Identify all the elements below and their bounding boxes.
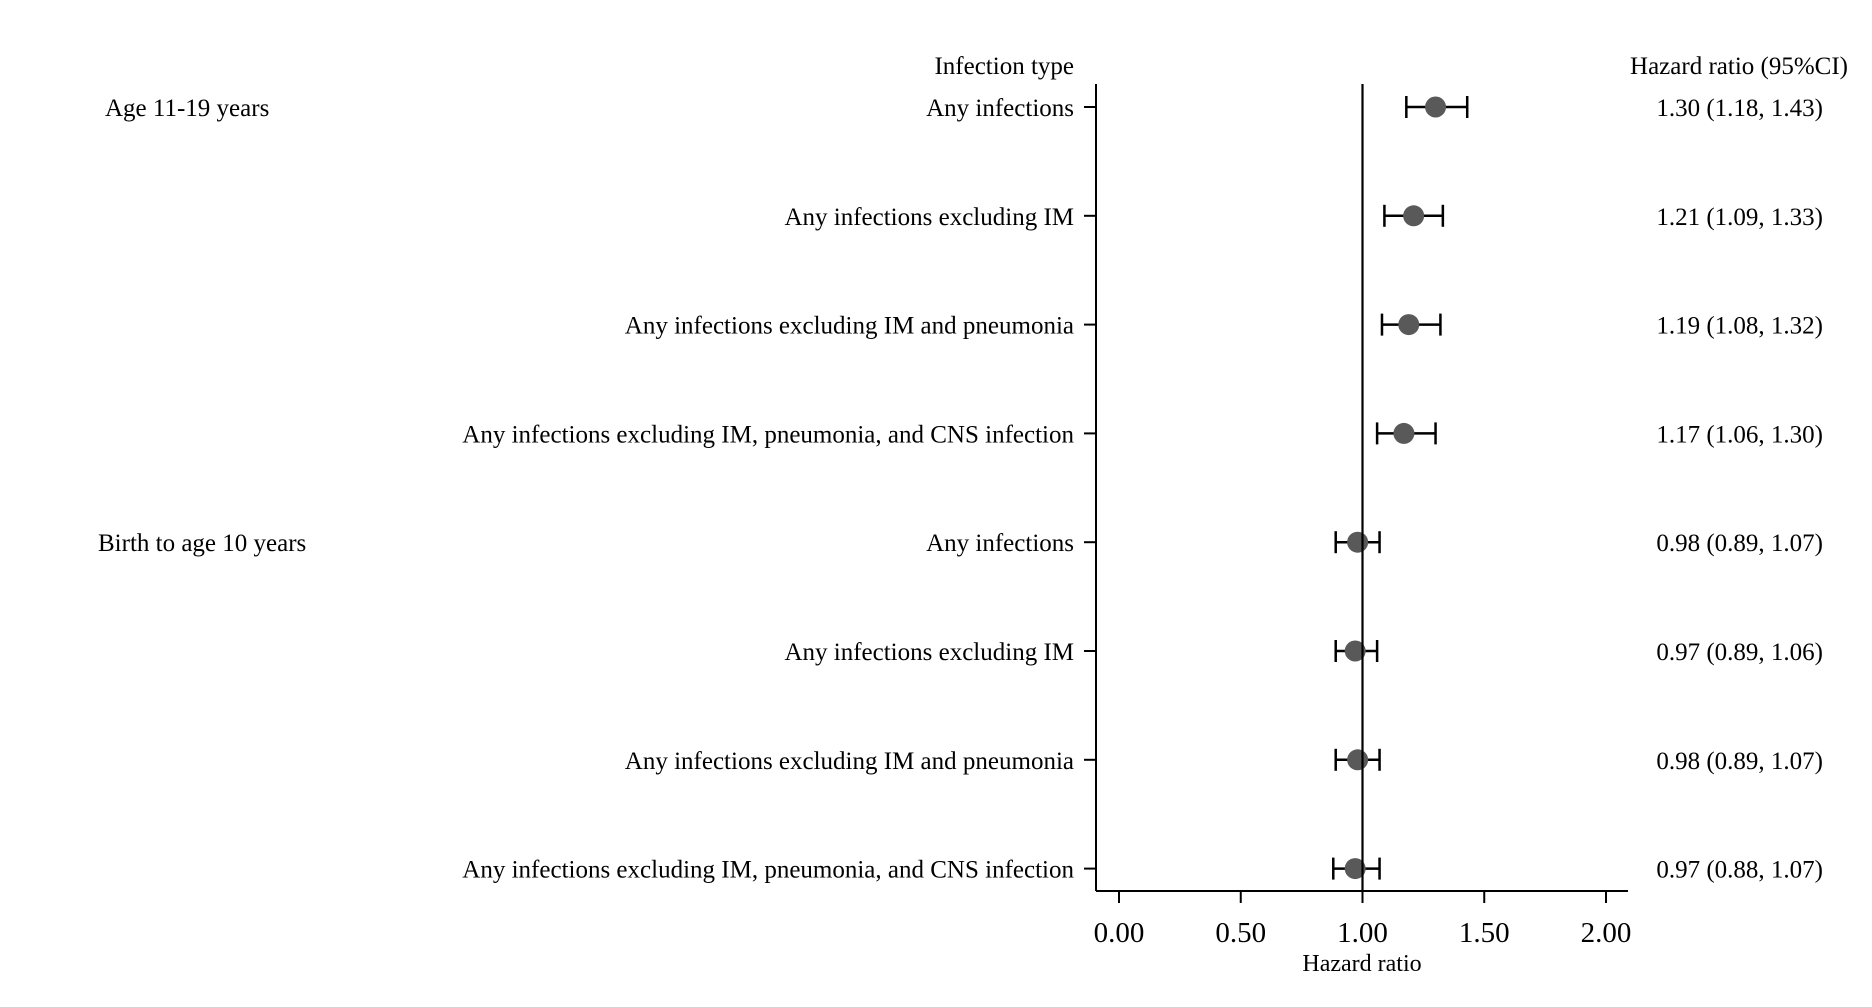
forest-rows: Any infections 1.30 (1.18, 1.43) Any infec… xyxy=(462,95,1823,884)
estimate-column-header: Hazard ratio (95%CI) xyxy=(1630,53,1848,80)
row-label: Any infections excluding IM and pneumoni… xyxy=(625,748,1074,775)
estimate-mark xyxy=(1334,640,1379,662)
hr-ci-text: 1.21 (1.09, 1.33) xyxy=(1656,204,1823,231)
x-axis-title: Hazard ratio xyxy=(1302,951,1421,977)
label-column-header: Infection type xyxy=(934,53,1074,80)
row-label: Any infections xyxy=(926,95,1074,122)
hr-ci-text: 0.97 (0.89, 1.06) xyxy=(1656,639,1823,666)
x-tick-label: 0.00 xyxy=(1094,917,1145,949)
point-marker xyxy=(1347,749,1369,771)
hr-ci-text: 0.98 (0.89, 1.07) xyxy=(1656,530,1823,557)
hr-ci-text: 1.17 (1.06, 1.30) xyxy=(1656,421,1823,448)
point-marker xyxy=(1344,640,1366,662)
point-marker xyxy=(1347,531,1369,553)
estimate-mark xyxy=(1380,313,1442,336)
row-label: Any infections excluding IM and pneumoni… xyxy=(625,313,1074,340)
point-marker xyxy=(1393,422,1415,444)
x-axis: 0.00 0.50 1.00 1.50 2.00 xyxy=(1094,890,1632,949)
row-label: Any infections xyxy=(926,530,1074,557)
x-tick-label: 1.50 xyxy=(1459,917,1510,949)
x-tick-label: 1.00 xyxy=(1337,917,1388,949)
row-label: Any infections excluding IM xyxy=(784,204,1074,231)
y-axis xyxy=(1084,84,1097,891)
point-marker xyxy=(1403,205,1425,227)
point-marker xyxy=(1344,858,1366,880)
estimate-mark xyxy=(1375,422,1437,445)
hr-ci-text: 0.98 (0.89, 1.07) xyxy=(1656,748,1823,775)
x-tick-label: 0.50 xyxy=(1215,917,1266,949)
estimate-mark xyxy=(1332,857,1381,880)
row-label: Any infections excluding IM, pneumonia, … xyxy=(462,421,1074,448)
group-label-0: Age 11-19 years xyxy=(105,95,269,122)
estimate-mark xyxy=(1405,96,1469,118)
estimate-mark xyxy=(1334,531,1381,554)
hr-ci-text: 1.19 (1.08, 1.32) xyxy=(1656,313,1823,340)
hr-ci-text: 0.97 (0.88, 1.07) xyxy=(1656,857,1823,884)
x-tick-label: 2.00 xyxy=(1581,917,1632,949)
row-label: Any infections excluding IM xyxy=(784,639,1074,666)
point-marker xyxy=(1398,314,1420,336)
hr-ci-text: 1.30 (1.18, 1.43) xyxy=(1656,95,1823,122)
point-marker xyxy=(1425,96,1447,118)
group-label-1: Birth to age 10 years xyxy=(98,530,306,557)
row-label: Any infections excluding IM, pneumonia, … xyxy=(462,857,1074,884)
estimate-mark xyxy=(1383,204,1445,227)
